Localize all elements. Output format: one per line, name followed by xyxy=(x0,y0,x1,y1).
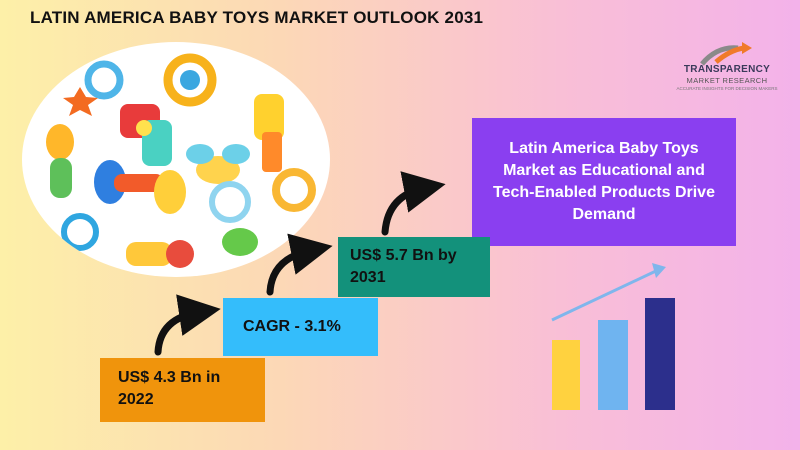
growth-trend-arrowhead xyxy=(652,263,666,278)
orange-ring-toy xyxy=(272,168,316,212)
giraffe-toy-head xyxy=(254,94,284,140)
blue-ring-toy xyxy=(84,60,124,100)
brand-logo-icon xyxy=(700,42,752,66)
yellow-dumbbell-end xyxy=(154,170,186,214)
logo-arrow-head xyxy=(742,42,752,54)
yellow-key-cap xyxy=(136,120,152,136)
headline-text: Latin America Baby Toys Market as Educat… xyxy=(493,140,715,223)
logo-line-3: ACCURATE INSIGHTS FOR DECISION MAKERS xyxy=(676,86,778,91)
baby-toys-photo xyxy=(22,42,330,277)
growth-bar-chart-icon xyxy=(551,263,675,410)
step-cagr: CAGR - 3.1% xyxy=(223,298,378,356)
bee-toy-body xyxy=(196,156,240,184)
growth-trend-line xyxy=(551,268,659,322)
step-arrow-icon-2 xyxy=(266,233,333,296)
headline-box: Latin America Baby Toys Market as Educat… xyxy=(472,118,736,246)
orange-rattle-head xyxy=(46,124,74,160)
giraffe-toy-neck xyxy=(262,132,282,172)
page-title: LATIN AMERICA BABY TOYS MARKET OUTLOOK 2… xyxy=(30,8,484,27)
logo-line-2: MARKET RESEARCH xyxy=(686,76,768,85)
step-2031-label: US$ 5.7 Bn by 2031 xyxy=(350,247,457,286)
green-turtle-toy xyxy=(222,228,258,256)
bee-ring xyxy=(209,181,251,223)
step-2031-value: US$ 5.7 Bn by 2031 xyxy=(338,237,490,297)
growth-bar-1 xyxy=(552,340,580,410)
step-2022-value: US$ 4.3 Bn in 2022 xyxy=(100,358,265,422)
logo-line-1: TRANSPARENCY xyxy=(683,64,771,75)
baby-toys-illustration xyxy=(46,53,316,268)
blue-ring-center xyxy=(180,70,200,90)
step-arrow-icon-3 xyxy=(381,171,446,236)
growth-bar-3 xyxy=(645,298,675,410)
star-toy xyxy=(63,87,98,116)
bee-toy-wing-right xyxy=(222,144,250,164)
dumbbell-handle xyxy=(114,174,164,192)
step-cagr-label: CAGR - 3.1% xyxy=(243,318,341,335)
blue-dumbbell-end xyxy=(94,160,126,204)
bottom-rattle xyxy=(126,242,172,266)
blue-teether xyxy=(61,213,99,251)
logo-swoosh-orange xyxy=(714,45,745,64)
step-arrow-icon-1 xyxy=(154,294,221,356)
step-2022-label: US$ 4.3 Bn in 2022 xyxy=(118,369,221,408)
growth-bar-2 xyxy=(598,320,628,410)
bee-toy-wing-left xyxy=(186,144,214,164)
bottom-rattle-cap xyxy=(166,240,194,268)
green-rattle-body xyxy=(50,158,72,198)
brand-logo: TRANSPARENCY MARKET RESEARCH ACCURATE IN… xyxy=(672,40,782,98)
yellow-ring-toy xyxy=(163,53,217,107)
